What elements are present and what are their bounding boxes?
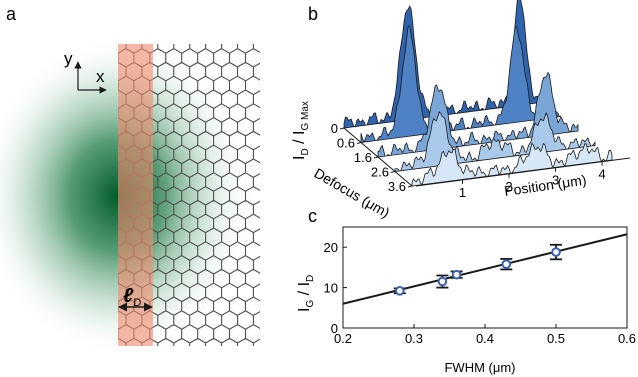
data-point [451,269,462,280]
defocus-tick-label: 1.6 [354,150,372,165]
defocus-tick-label: 0.6 [337,136,355,151]
position-tick-label: 1 [459,185,466,200]
data-point [551,247,561,257]
panel-c-label: c [308,206,317,226]
y-tick-label: 20 [324,240,338,255]
axis-x-label: x [96,67,105,86]
x-tick-label: 0.6 [618,331,636,346]
waterfall-plot [343,0,613,187]
defocus-tick [356,142,362,144]
panel-b-ylabel-sub2: G Max [300,101,311,130]
panel-b: b ID / IG Max 00.61.62.63.6 Defocus (μm)… [291,0,631,221]
panel-a-label: a [6,4,17,24]
position-axis-line [415,157,631,187]
x-tick-label: 0.4 [476,331,494,346]
spectrum-slice [411,142,613,187]
panel-b-ylabel-sub1: D [300,148,311,155]
data-point [395,286,405,296]
defocus-tick-label: 3.6 [388,179,406,194]
edge-region-stripe [118,44,153,346]
panel-a: a y x ℓD [0,4,270,360]
panel-b-ylabel-main: I [291,156,308,160]
defocus-tick-label: 0 [331,121,338,136]
spectrum-slice [360,25,562,144]
panel-b-label: b [308,4,318,24]
spectrum-slice [377,71,579,158]
panel-c-ylabel-sub2: D [305,275,316,282]
panel-c-ylabel: IG / ID [296,275,316,312]
defocus-tick [390,171,396,173]
panel-b-ylabel-slash: / I [291,131,308,149]
defocus-tick [373,156,379,159]
y-tick-label: 10 [324,281,338,296]
panel-c-ylabel-main: I [296,308,313,312]
data-point [501,259,512,269]
position-tick-label: 4 [598,167,605,182]
length-symbol: ℓ [123,285,134,307]
panel-b-ylabel: ID / IG Max [291,101,311,160]
plot-frame [342,226,628,329]
length-label: ℓD [123,285,141,309]
y-tick-label: 0 [331,321,338,336]
data-point [437,276,448,287]
x-tick-label: 0.3 [405,331,423,346]
panel-c: c IG / ID 0.2 0.3 0.4 0.5 0.6 0 10 20 FWHM (μm) [296,206,636,375]
x-tick-label: 0.5 [547,331,565,346]
panel-c-xlabel: FWHM (μm) [444,360,515,375]
defocus-tick [339,127,345,130]
position-axis-label: Position (μm) [503,172,587,199]
panel-c-ylabel-slash: / I [296,282,313,300]
glow-fade [150,30,270,360]
fit-line [342,233,628,305]
length-subscript: D [133,297,141,309]
scatter-plot: 0.2 0.3 0.4 0.5 0.6 0 10 20 [324,226,636,346]
defocus-tick-label: 2.6 [371,165,389,180]
panel-c-ylabel-sub1: G [305,300,316,308]
graphene-lattice [118,44,260,346]
defocus-tick [407,185,413,188]
position-tick-label: 3 [552,173,559,188]
x-tick-label: 0.2 [334,331,352,346]
position-tick-label: 2 [505,179,512,194]
axis-y-label: y [64,49,73,68]
